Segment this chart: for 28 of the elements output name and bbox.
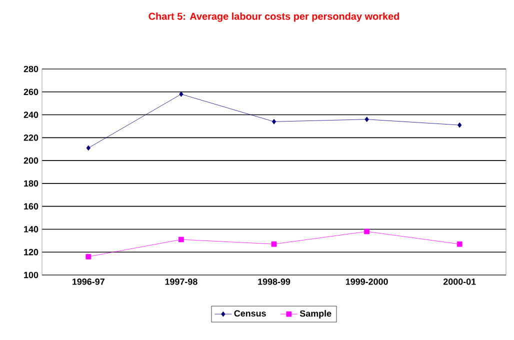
y-tick-label: 200: [24, 157, 38, 164]
x-tick-label: 1998-99: [258, 278, 290, 285]
point: [86, 145, 90, 151]
point: [86, 254, 92, 260]
point: [458, 122, 462, 128]
legend-label: Sample: [300, 310, 332, 318]
x-tick-label: 2000-01: [443, 278, 476, 285]
legend-label: Census: [234, 310, 266, 317]
y-tick-label: 220: [24, 134, 38, 141]
x-tick-label: 1999-2000: [346, 278, 388, 285]
point: [364, 116, 369, 122]
point: [272, 118, 276, 124]
x-tick-label: 1996-97: [72, 278, 104, 285]
y-tick-label: 180: [24, 180, 38, 187]
y-tick-label: 280: [24, 66, 38, 72]
y-tick-label: 100: [24, 272, 38, 278]
y-tick-label: 120: [24, 248, 38, 256]
chart-title: Chart 5: Average labour costs per personday worked: [148, 12, 400, 22]
point: [456, 241, 462, 247]
point: [179, 91, 184, 97]
point: [271, 241, 277, 247]
y-tick-label: 140: [24, 226, 38, 232]
x-tick-label: 1997-98: [165, 278, 198, 285]
y-tick-label: 240: [24, 112, 38, 118]
y-tick-label: 260: [24, 88, 38, 96]
point: [364, 228, 370, 234]
point: [178, 236, 184, 242]
y-tick-label: 160: [24, 203, 38, 210]
